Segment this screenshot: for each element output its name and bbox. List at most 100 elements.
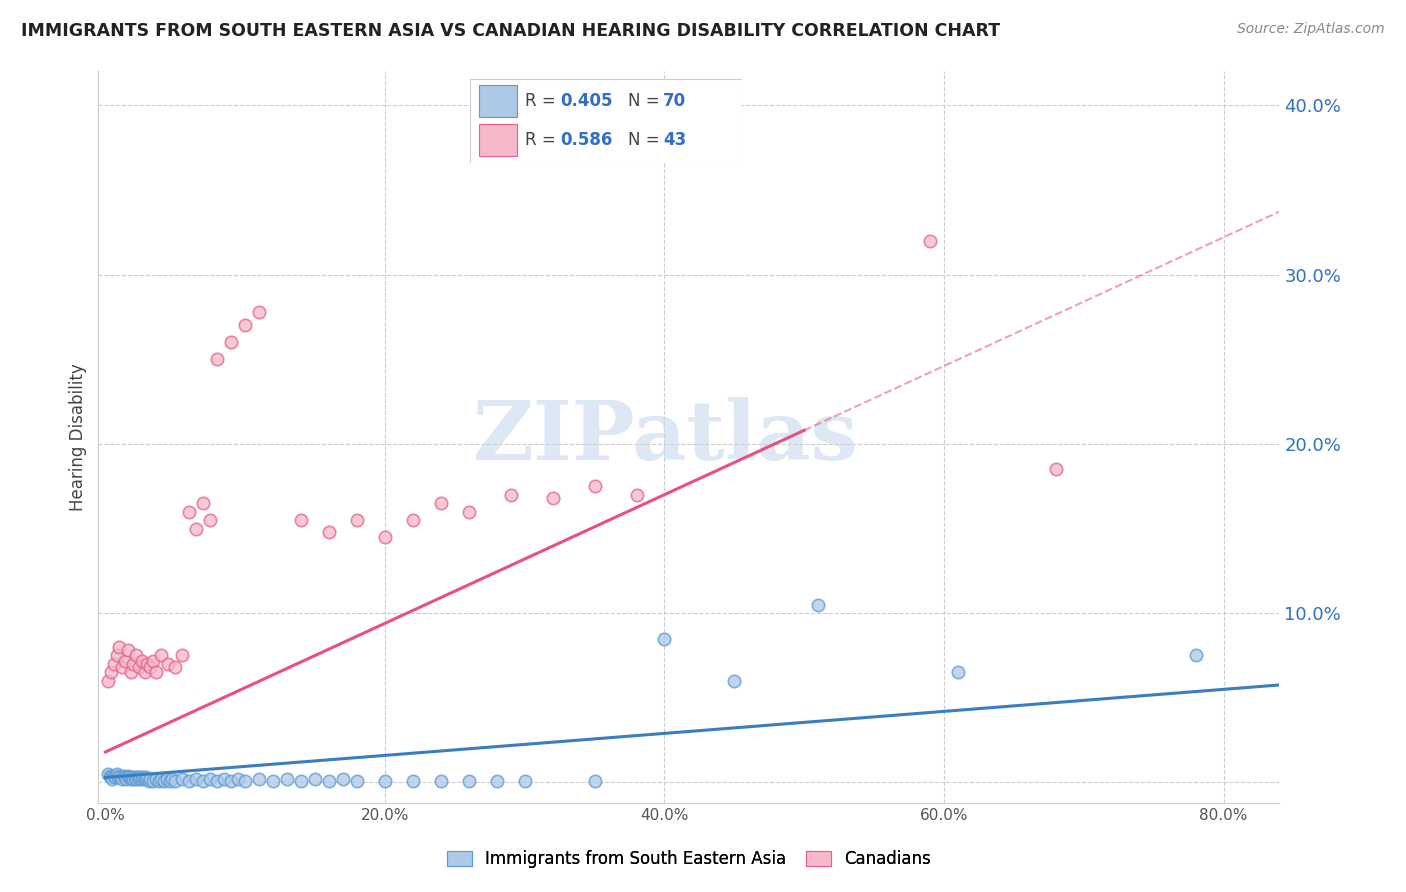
Point xyxy=(186,772,208,786)
Point xyxy=(142,654,165,668)
Point xyxy=(128,772,150,786)
Point xyxy=(172,772,194,786)
Point xyxy=(111,660,134,674)
Point xyxy=(186,521,208,535)
Point xyxy=(318,524,340,539)
Point xyxy=(98,769,121,783)
Point xyxy=(120,665,142,680)
Point xyxy=(247,305,270,319)
Point xyxy=(457,773,479,788)
Point xyxy=(148,773,170,788)
Point xyxy=(165,660,187,674)
Point xyxy=(150,772,173,786)
Text: IMMIGRANTS FROM SOUTH EASTERN ASIA VS CANADIAN HEARING DISABILITY CORRELATION CH: IMMIGRANTS FROM SOUTH EASTERN ASIA VS CA… xyxy=(21,22,1000,40)
Point xyxy=(165,773,187,788)
Y-axis label: Hearing Disability: Hearing Disability xyxy=(69,363,87,511)
Point xyxy=(145,665,167,680)
Point xyxy=(153,773,176,788)
Point xyxy=(131,654,153,668)
Point xyxy=(115,772,138,786)
Point xyxy=(157,657,180,671)
Point xyxy=(134,772,156,786)
Point xyxy=(150,648,173,663)
Point xyxy=(374,530,396,544)
Point xyxy=(290,773,312,788)
Point xyxy=(1045,462,1067,476)
Point xyxy=(1184,648,1206,663)
Point xyxy=(108,640,131,654)
Point xyxy=(513,773,536,788)
Point xyxy=(122,772,145,786)
Point xyxy=(132,771,155,785)
Point xyxy=(946,665,969,680)
Point xyxy=(101,772,124,786)
Point xyxy=(135,771,157,785)
Point xyxy=(114,654,136,668)
Legend: Immigrants from South Eastern Asia, Canadians: Immigrants from South Eastern Asia, Cana… xyxy=(440,844,938,875)
Point xyxy=(179,505,201,519)
Point xyxy=(205,773,228,788)
Point xyxy=(97,767,120,781)
Point xyxy=(346,773,368,788)
Point xyxy=(200,513,222,527)
Point xyxy=(131,772,153,786)
Point xyxy=(654,632,676,646)
Point xyxy=(402,513,425,527)
Point xyxy=(103,769,125,783)
Point xyxy=(162,772,184,786)
Point xyxy=(541,491,564,505)
Point xyxy=(723,673,745,688)
Point xyxy=(332,772,354,786)
Point xyxy=(583,773,606,788)
Point xyxy=(110,771,132,785)
Point xyxy=(346,513,368,527)
Point xyxy=(247,772,270,786)
Point xyxy=(111,772,134,786)
Point xyxy=(304,772,326,786)
Point xyxy=(583,479,606,493)
Point xyxy=(117,643,139,657)
Point xyxy=(290,513,312,527)
Point xyxy=(118,771,141,785)
Point xyxy=(156,772,179,786)
Point xyxy=(226,772,249,786)
Point xyxy=(139,772,162,786)
Point xyxy=(276,772,298,786)
Point xyxy=(120,772,142,786)
Point xyxy=(179,773,201,788)
Point xyxy=(138,773,160,788)
Point xyxy=(193,773,215,788)
Point xyxy=(212,772,235,786)
Point xyxy=(205,352,228,367)
Point xyxy=(318,773,340,788)
Point xyxy=(219,773,242,788)
Point xyxy=(159,773,181,788)
Point xyxy=(136,772,159,786)
Point xyxy=(114,771,136,785)
Point xyxy=(124,771,146,785)
Point xyxy=(219,335,242,350)
Point xyxy=(499,488,522,502)
Point xyxy=(125,772,148,786)
Point xyxy=(122,657,145,671)
Text: Source: ZipAtlas.com: Source: ZipAtlas.com xyxy=(1237,22,1385,37)
Point xyxy=(233,318,256,333)
Point xyxy=(100,665,122,680)
Point xyxy=(125,648,148,663)
Point xyxy=(104,771,127,785)
Point xyxy=(233,773,256,788)
Point xyxy=(807,598,830,612)
Point xyxy=(142,773,165,788)
Point xyxy=(485,773,508,788)
Point xyxy=(374,773,396,788)
Point xyxy=(97,673,120,688)
Point xyxy=(112,769,135,783)
Point xyxy=(127,771,149,785)
Point xyxy=(134,665,156,680)
Point xyxy=(172,648,194,663)
Point xyxy=(139,660,162,674)
Point xyxy=(430,496,453,510)
Point xyxy=(145,772,167,786)
Point xyxy=(107,771,129,785)
Point xyxy=(918,234,941,248)
